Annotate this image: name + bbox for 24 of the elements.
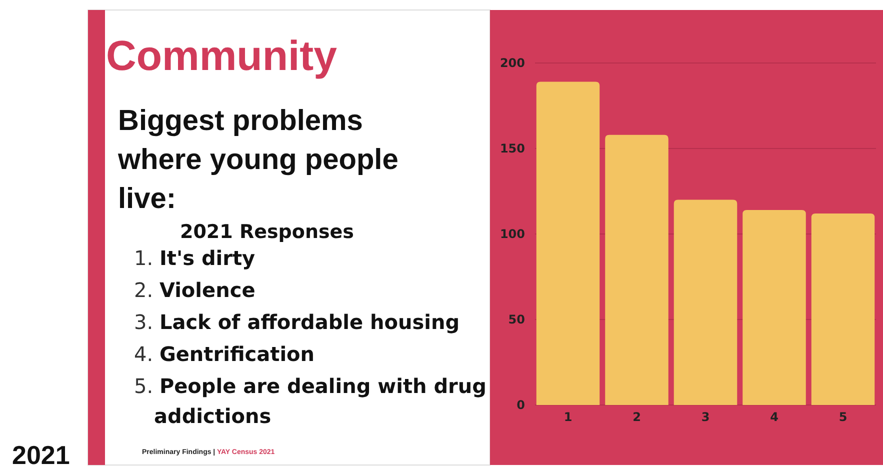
text: 2021: [12, 440, 70, 466]
text: 2. Violence: [134, 278, 256, 302]
text: 1. It's dirty: [134, 246, 256, 270]
text: Biggest problems where young people live:: [117, 105, 398, 215]
bar: [674, 200, 738, 405]
y-tick-label: 150: [500, 142, 525, 156]
x-tick-label: 2: [632, 410, 641, 424]
y-tick-label: 0: [516, 398, 525, 412]
x-tick-label: 3: [701, 410, 710, 424]
bar: [605, 134, 668, 405]
text: 4. Gentrification: [134, 342, 315, 366]
text: 2021 Responses: [180, 221, 354, 243]
x-tick-label: 5: [838, 410, 848, 424]
bar: [742, 210, 806, 405]
x-tick-label: 4: [770, 410, 778, 424]
y-tick-label: 200: [500, 56, 525, 70]
text: 3. Lack of affordable housing: [134, 310, 460, 334]
bar: [811, 213, 875, 405]
y-tick-label: 50: [508, 312, 525, 327]
x-tick-label: 1: [564, 410, 572, 424]
text: 5. People are dealing with drug addictions: [134, 374, 486, 428]
chart-title: Community: [106, 32, 338, 79]
bar: [536, 82, 600, 405]
y-tick-label: 100: [500, 227, 525, 242]
